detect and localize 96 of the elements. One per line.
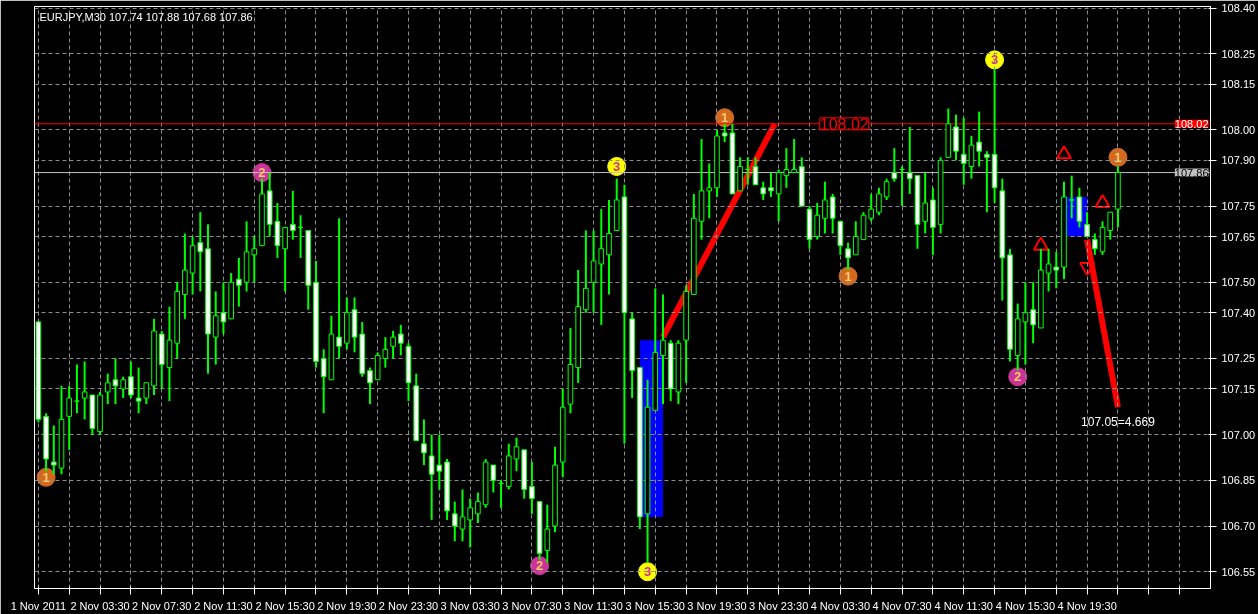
y-tick-label: 107.65 [1221, 230, 1256, 243]
candlestick [829, 192, 836, 235]
annotation: 3 [613, 158, 621, 174]
candlestick [660, 293, 666, 406]
y-tick-label: 107.90 [1221, 154, 1256, 167]
candlestick [906, 125, 913, 195]
candlestick [1068, 174, 1075, 220]
x-tick-label: 4 Nov 11:30 [934, 599, 993, 612]
x-tick-label: 3 Nov 15:30 [625, 599, 685, 612]
candlestick [120, 375, 126, 400]
point [1094, 193, 1111, 209]
candlestick [336, 217, 342, 360]
chart-title: EURJPY,M30 107.74 107.88 107.68 107.86 [39, 10, 253, 23]
candlestick [984, 150, 990, 214]
candlestick [397, 323, 404, 357]
candlestick [883, 177, 890, 201]
candlestick [1084, 211, 1090, 238]
ref-line-label: 108.02 [1174, 117, 1209, 130]
candlestick [760, 180, 767, 201]
candlestick [112, 357, 119, 406]
candlestick [868, 192, 875, 223]
annotation: 1 [721, 110, 729, 126]
x-tick-label: 3 Nov 11:30 [564, 599, 623, 612]
annotation: 3 [643, 564, 652, 580]
y-tick-label: 108.00 [1221, 123, 1256, 136]
point [1032, 236, 1049, 251]
candlestick [282, 226, 288, 293]
candlestick [1092, 232, 1098, 256]
x-tick-label: 3 Nov 07:30 [502, 599, 562, 612]
candlestick [1030, 281, 1036, 345]
y-tick-label: 107.75 [1221, 200, 1256, 213]
candlestick [845, 241, 851, 272]
candlestick [876, 186, 882, 217]
candlestick [606, 198, 612, 296]
candlestick [976, 110, 982, 168]
x-tick-label: 4 Nov 07:30 [872, 599, 932, 612]
y-tick-label: 107.15 [1221, 382, 1256, 395]
x-tick-label: 2 Nov 03:30 [70, 599, 130, 612]
candlestick [143, 381, 150, 406]
candlestick [421, 418, 427, 467]
annotation: 1 [1114, 149, 1122, 165]
candlestick [583, 229, 589, 314]
candlestick [451, 500, 458, 543]
candlestick [290, 189, 296, 241]
x-tick-label: 2 Nov 19:30 [317, 599, 377, 612]
point [1055, 145, 1072, 160]
y-tick-label: 106.85 [1221, 474, 1256, 487]
y-tick-label: 106.55 [1221, 565, 1256, 578]
candlestick [390, 330, 396, 360]
annotation: 1 [844, 268, 852, 284]
candlestick [475, 491, 481, 524]
x-tick-label: 4 Nov 15:30 [995, 599, 1056, 612]
candlestick [50, 424, 57, 476]
candlestick [459, 488, 466, 543]
annotation: 107.05=4.669 [1081, 415, 1156, 430]
x-tick-label: 2 Nov 07:30 [132, 599, 192, 612]
y-tick-label: 107.40 [1221, 306, 1256, 319]
annotation: 2 [535, 558, 544, 574]
annotation: 3 [990, 52, 999, 68]
y-tick-label: 107.50 [1221, 276, 1256, 289]
annotation: 2 [1014, 369, 1022, 385]
x-tick-label: 4 Nov 19:30 [1057, 599, 1117, 612]
x-tick-label: 3 Nov 03:30 [440, 599, 500, 612]
x-tick-label: 3 Nov 23:30 [749, 599, 809, 612]
candlestick [513, 436, 520, 473]
x-tick-label: 2 Nov 11:30 [194, 599, 253, 612]
annotation: 1 [42, 469, 50, 485]
candlestick [367, 366, 373, 406]
candlestick [791, 138, 797, 174]
candlestick [66, 384, 73, 451]
candlestick [529, 461, 535, 515]
x-tick-label: 3 Nov 19:30 [687, 599, 747, 612]
candlestick [768, 171, 774, 198]
candlestick [822, 180, 828, 235]
candlestick [922, 171, 928, 235]
candlestick [236, 256, 242, 308]
y-tick-label: 106.70 [1221, 520, 1256, 533]
y-tick-label: 108.15 [1221, 78, 1256, 91]
x-tick-label: 1 Nov 2011 [10, 599, 67, 612]
candlestick [104, 372, 111, 406]
candlestick [128, 360, 134, 400]
x-tick-label: 2 Nov 15:30 [255, 599, 315, 612]
y-tick-label: 107.25 [1221, 352, 1256, 365]
y-tick-label: 108.40 [1221, 2, 1256, 15]
candlestick [135, 366, 142, 415]
candlestick [467, 497, 474, 549]
x-tick-label: 2 Nov 23:30 [378, 599, 439, 612]
candlestick [706, 162, 713, 220]
candlestick [852, 220, 859, 256]
y-tick-label: 108.25 [1221, 47, 1256, 60]
x-tick-label: 4 Nov 03:30 [810, 599, 871, 612]
ref-line-label: 107.86 [1174, 166, 1209, 179]
candlestick [814, 202, 821, 241]
y-tick-label: 107.00 [1221, 428, 1256, 441]
annotation: 108.02 [819, 115, 869, 133]
candlestick [891, 147, 898, 183]
